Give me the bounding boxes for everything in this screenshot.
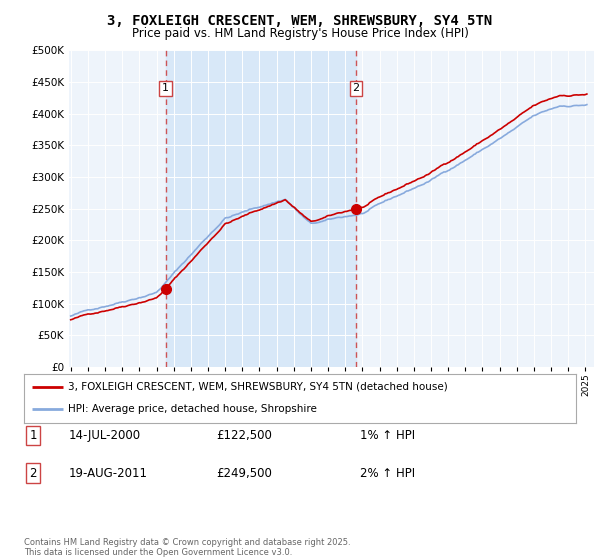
Bar <box>166 50 356 367</box>
Text: 3, FOXLEIGH CRESCENT, WEM, SHREWSBURY, SY4 5TN: 3, FOXLEIGH CRESCENT, WEM, SHREWSBURY, S… <box>107 14 493 28</box>
Text: 1: 1 <box>162 83 169 94</box>
Text: £249,500: £249,500 <box>216 466 272 480</box>
Text: 2: 2 <box>29 466 37 480</box>
Text: 19-AUG-2011: 19-AUG-2011 <box>69 466 148 480</box>
Text: 2: 2 <box>352 83 359 94</box>
Text: Price paid vs. HM Land Registry's House Price Index (HPI): Price paid vs. HM Land Registry's House … <box>131 27 469 40</box>
Text: 1% ↑ HPI: 1% ↑ HPI <box>360 429 415 442</box>
Text: 14-JUL-2000: 14-JUL-2000 <box>69 429 141 442</box>
Text: 3, FOXLEIGH CRESCENT, WEM, SHREWSBURY, SY4 5TN (detached house): 3, FOXLEIGH CRESCENT, WEM, SHREWSBURY, S… <box>68 382 448 392</box>
Text: HPI: Average price, detached house, Shropshire: HPI: Average price, detached house, Shro… <box>68 404 317 414</box>
Text: £122,500: £122,500 <box>216 429 272 442</box>
Text: Contains HM Land Registry data © Crown copyright and database right 2025.
This d: Contains HM Land Registry data © Crown c… <box>24 538 350 557</box>
Text: 2% ↑ HPI: 2% ↑ HPI <box>360 466 415 480</box>
Text: 1: 1 <box>29 429 37 442</box>
